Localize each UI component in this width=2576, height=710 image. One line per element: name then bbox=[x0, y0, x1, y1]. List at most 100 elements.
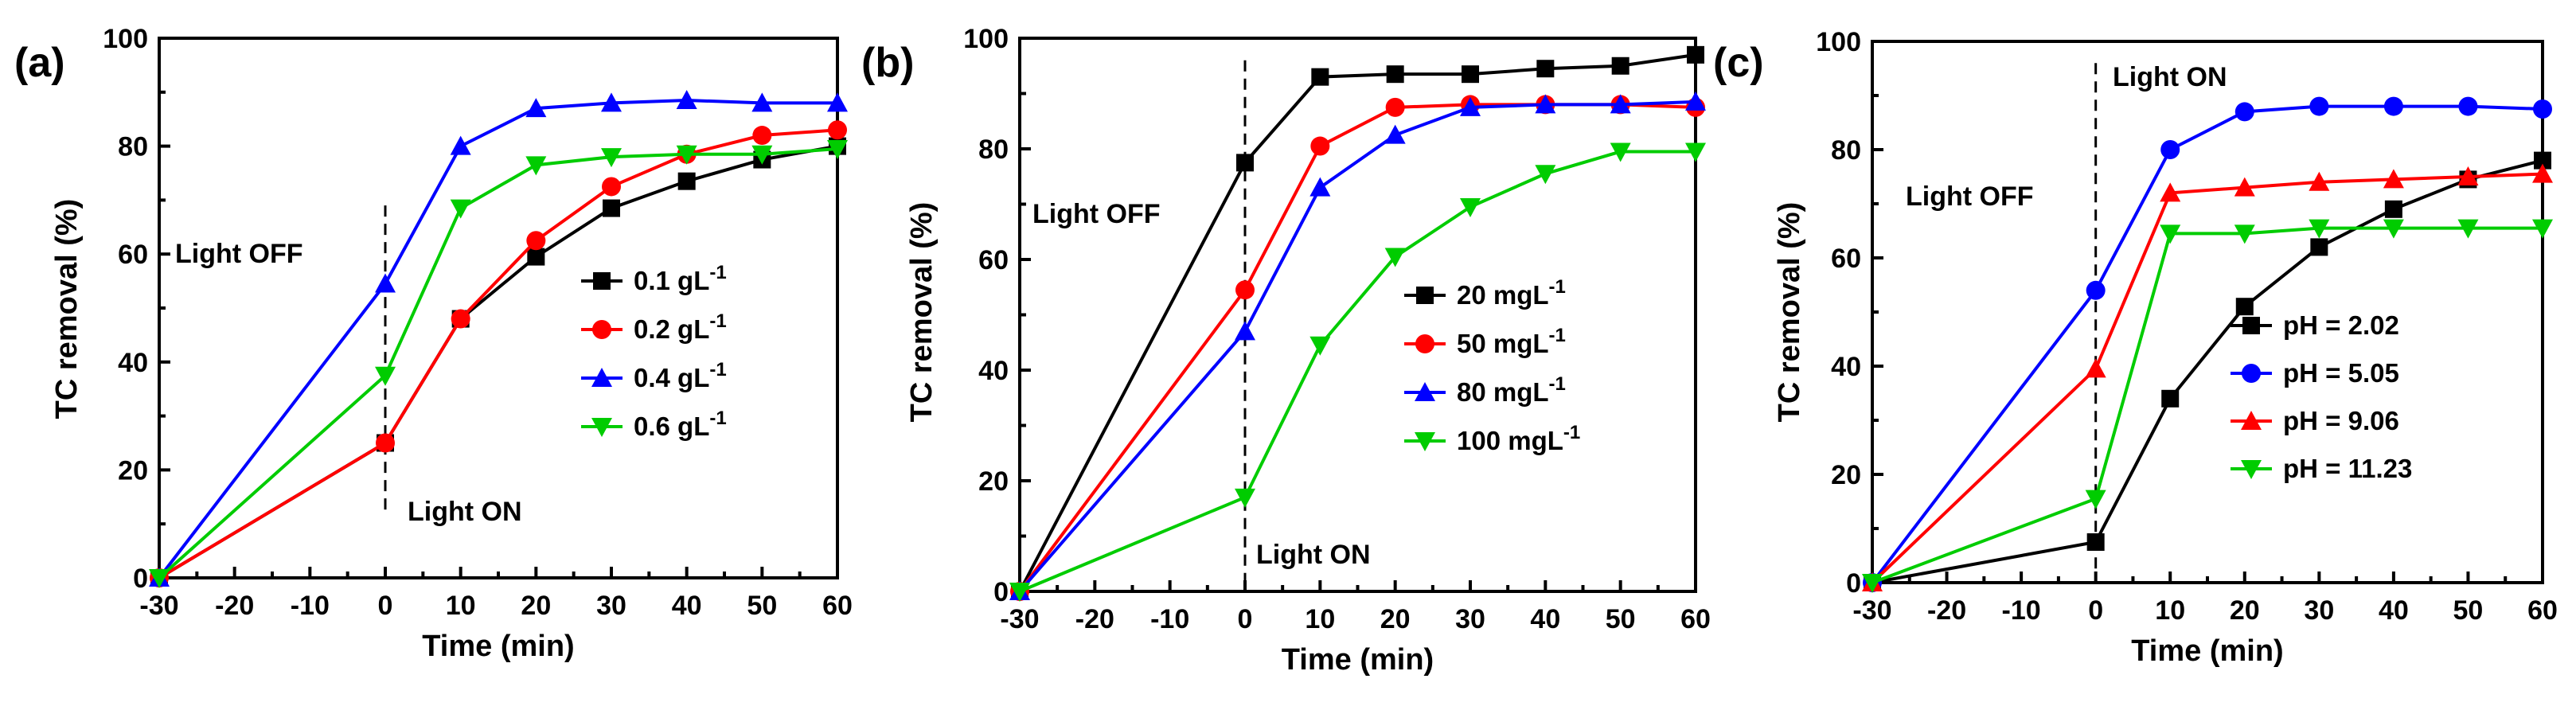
data-point bbox=[603, 199, 620, 217]
data-point bbox=[375, 366, 396, 386]
data-point bbox=[1385, 97, 1405, 117]
legend-label-superscript: -1 bbox=[1563, 422, 1580, 443]
y-tick-label: 40 bbox=[1831, 352, 1861, 382]
legend-marker bbox=[593, 272, 611, 290]
legend-marker bbox=[592, 320, 611, 339]
data-point bbox=[1462, 65, 1479, 84]
data-point bbox=[2161, 389, 2180, 408]
legend-label: 50 mgL-1 bbox=[1457, 325, 1566, 358]
x-tick-label: 50 bbox=[747, 591, 777, 621]
data-point bbox=[676, 145, 697, 165]
data-point bbox=[1687, 45, 1704, 64]
series-3 bbox=[1862, 163, 2553, 591]
x-tick-label: -20 bbox=[215, 591, 254, 621]
legend-marker bbox=[591, 368, 612, 387]
x-tick-label: 0 bbox=[378, 591, 393, 621]
data-point bbox=[827, 92, 848, 112]
legend-label: 80 mgL-1 bbox=[1457, 373, 1566, 407]
x-tick-label: 40 bbox=[672, 591, 702, 621]
data-point bbox=[2309, 96, 2329, 116]
data-point bbox=[1685, 91, 1706, 111]
data-point bbox=[2457, 219, 2479, 239]
legend-marker bbox=[1415, 382, 1435, 401]
data-point bbox=[1386, 65, 1404, 84]
data-point bbox=[2458, 96, 2478, 116]
legend-label-text: 50 mgL bbox=[1457, 329, 1549, 358]
series-line bbox=[1872, 158, 2543, 584]
x-tick-label: 40 bbox=[1530, 604, 1560, 634]
data-point bbox=[1535, 94, 1556, 114]
data-point bbox=[450, 135, 471, 155]
y-tick-label: 100 bbox=[1816, 27, 1861, 57]
data-point bbox=[1236, 154, 1254, 172]
light-on-label: Light ON bbox=[1256, 540, 1371, 570]
light-off-label: Light OFF bbox=[1032, 199, 1161, 229]
legend-label-superscript: -1 bbox=[709, 262, 726, 283]
legend-label: 100 mgL-1 bbox=[1457, 422, 1580, 455]
legend-label: 0.6 gL-1 bbox=[634, 408, 727, 441]
x-axis-title: Time (min) bbox=[2131, 634, 2283, 668]
data-point bbox=[602, 177, 621, 197]
legend-label-superscript: -1 bbox=[1549, 276, 1566, 298]
series-2 bbox=[1010, 95, 1705, 601]
x-tick-label: -20 bbox=[1075, 604, 1114, 634]
series-1 bbox=[1864, 151, 2551, 591]
data-point bbox=[525, 98, 547, 118]
data-point bbox=[827, 139, 848, 159]
chart-panel-1: -30 -20 -10 0 10 20 30 40 50 60 0 20 40 60 80 100 Time (… bbox=[14, 24, 853, 663]
x-tick-label: 10 bbox=[446, 591, 476, 621]
legend-label-text: 20 mgL bbox=[1457, 280, 1549, 310]
y-tick-label: 20 bbox=[1831, 460, 1861, 490]
series-line bbox=[158, 98, 837, 579]
x-tick-label: 60 bbox=[1680, 604, 1711, 634]
y-tick-label: 100 bbox=[963, 24, 1009, 54]
legend-marker bbox=[2242, 364, 2261, 383]
data-point bbox=[375, 273, 396, 293]
data-point bbox=[2383, 169, 2404, 189]
legend-label: pH = 11.23 bbox=[2283, 454, 2412, 483]
data-point bbox=[1235, 321, 1255, 341]
data-point bbox=[2234, 102, 2254, 122]
data-point bbox=[1309, 336, 1331, 356]
y-tick-label: 80 bbox=[118, 132, 148, 162]
series-2 bbox=[1863, 96, 2552, 592]
x-tick-label: 40 bbox=[2379, 595, 2409, 626]
legend-label: 0.1 gL-1 bbox=[634, 262, 727, 295]
legend-marker bbox=[1415, 334, 1434, 353]
panel-label: (a) bbox=[14, 40, 65, 86]
data-point bbox=[2310, 238, 2328, 256]
legend-label: 20 mgL-1 bbox=[1457, 276, 1566, 310]
x-tick-label: 0 bbox=[2088, 595, 2103, 626]
y-tick-label: 60 bbox=[978, 245, 1009, 275]
data-point bbox=[1685, 142, 1706, 162]
legend-label-superscript: -1 bbox=[709, 310, 726, 332]
legend-label-text: pH = 2.02 bbox=[2283, 310, 2399, 340]
legend-label-text: 0.2 gL bbox=[634, 314, 709, 344]
y-tick-label: 0 bbox=[993, 577, 1009, 607]
series-line bbox=[158, 128, 838, 579]
legend-label-text: pH = 5.05 bbox=[2283, 358, 2399, 388]
x-tick-label: 50 bbox=[1606, 604, 1636, 634]
data-point bbox=[601, 148, 622, 168]
x-tick-label: 20 bbox=[1380, 604, 1411, 634]
data-point bbox=[1384, 124, 1406, 144]
x-tick-label: -10 bbox=[291, 591, 330, 621]
data-point bbox=[376, 433, 395, 453]
x-tick-label: -20 bbox=[1927, 595, 1966, 626]
series-3 bbox=[1009, 91, 1706, 600]
data-point bbox=[1235, 280, 1255, 300]
series-line bbox=[1871, 172, 2543, 584]
x-tick-label: -10 bbox=[2002, 595, 2041, 626]
legend-label-text: 0.6 gL bbox=[634, 412, 709, 441]
x-tick-label: 30 bbox=[1455, 604, 1485, 634]
plot-frame bbox=[1018, 37, 1697, 593]
plot-frame bbox=[1871, 40, 2544, 584]
y-tick-label: 80 bbox=[1831, 135, 1861, 166]
data-point bbox=[526, 231, 546, 251]
x-tick-label: 10 bbox=[1305, 604, 1335, 634]
legend-label-text: 100 mgL bbox=[1457, 426, 1563, 455]
legend-label-superscript: -1 bbox=[1549, 373, 1566, 395]
series-line bbox=[1019, 150, 1696, 593]
legend-label-superscript: -1 bbox=[709, 359, 726, 380]
